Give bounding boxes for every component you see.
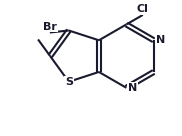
Text: N: N <box>156 35 165 45</box>
Text: Br: Br <box>43 21 57 32</box>
Text: Cl: Cl <box>137 4 149 14</box>
Text: S: S <box>65 77 73 87</box>
Text: N: N <box>128 83 137 93</box>
